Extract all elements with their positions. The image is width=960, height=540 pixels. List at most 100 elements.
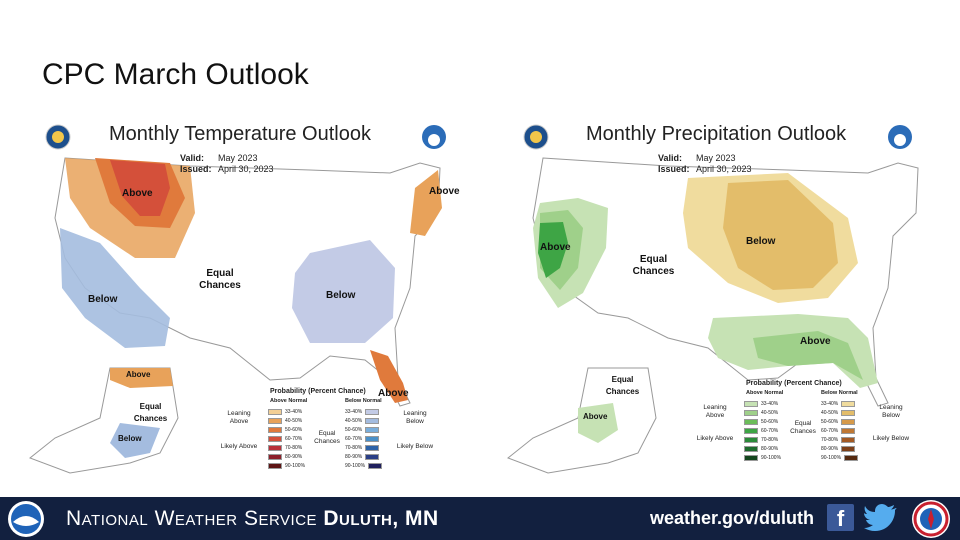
legend-swatch: [841, 400, 856, 407]
legend-above-row: 33-40%: [268, 408, 302, 415]
legend-swatch: [365, 426, 380, 433]
region-label-above-se: Above: [800, 336, 831, 347]
legend-bin-label: 50-60%: [761, 418, 779, 425]
legend-above-head: Above Normal: [270, 398, 308, 404]
legend-below-row: 40-50%: [821, 409, 856, 416]
temperature-map: [29, 124, 446, 474]
legend-likely-above: Likely Above: [696, 435, 734, 442]
legend-title: Probability (Percent Chance): [746, 380, 842, 387]
above-florida-region: [370, 350, 408, 403]
region-label-below-ak: Below: [118, 434, 142, 443]
legend-bin-label: 50-60%: [285, 426, 303, 433]
above-northeast-region: [410, 170, 442, 236]
legend-swatch: [841, 427, 856, 434]
legend-swatch: [268, 444, 282, 451]
legend-swatch: [744, 454, 758, 461]
precipitation-legend: Probability (Percent Chance) Above Norma…: [696, 380, 916, 480]
legend-bin-label: 80-90%: [821, 445, 839, 452]
legend-below-row: 60-70%: [345, 435, 380, 442]
precipitation-outlook-title: Monthly Precipitation Outlook: [586, 123, 847, 145]
legend-bin-label: 40-50%: [345, 417, 363, 424]
region-label-equal: Equal Chances: [632, 254, 675, 277]
legend-likely-below: Likely Below: [396, 443, 434, 450]
legend-swatch: [365, 444, 380, 451]
legend-above-row: 50-60%: [268, 426, 302, 433]
precipitation-map: [507, 124, 919, 474]
legend-bin-label: 80-90%: [761, 445, 779, 452]
legend-swatch: [744, 418, 758, 425]
temperature-outlook-title: Monthly Temperature Outlook: [109, 123, 371, 145]
legend-below-row: 50-60%: [345, 426, 380, 433]
legend-swatch: [744, 427, 758, 434]
legend-swatch: [268, 426, 282, 433]
legend-above-row: 70-80%: [268, 444, 302, 451]
legend-below-row: 70-80%: [345, 444, 380, 451]
legend-bin-label: 60-70%: [285, 435, 303, 442]
legend-bin-label: 80-90%: [285, 453, 303, 460]
legend-bin-label: 90-100%: [345, 462, 366, 469]
precipitation-validity: Valid: May 2023 Issued: April 30, 2023: [658, 153, 752, 174]
legend-likely-below: Likely Below: [872, 435, 910, 442]
region-label-above-fl: Above: [378, 388, 409, 399]
region-label-above-w: Above: [540, 242, 571, 253]
precipitation-outlook-panel: Monthly Precipitation Outlook Valid: May …: [488, 118, 948, 488]
legend-bin-label: 33-40%: [285, 408, 303, 415]
below-east-region: [292, 240, 395, 343]
legend-above-row: 60-70%: [744, 427, 778, 434]
legend-swatch: [268, 417, 282, 424]
legend-leaning-above: Leaning Above: [227, 410, 251, 425]
region-label-equal-ak: Equal Chances: [605, 375, 640, 396]
legend-swatch: [365, 408, 380, 415]
facebook-icon[interactable]: f: [827, 504, 854, 531]
legend-bin-label: 60-70%: [761, 427, 779, 434]
legend-bin-label: 60-70%: [821, 427, 839, 434]
legend-swatch: [365, 453, 380, 460]
legend-bin-label: 50-60%: [345, 426, 363, 433]
legend-below-row: 80-90%: [821, 445, 856, 452]
region-label-equal: Equal Chances: [199, 268, 241, 291]
legend-swatch: [368, 462, 383, 469]
region-label-above-ak: Above: [583, 412, 608, 421]
legend-bin-label: 70-80%: [821, 436, 839, 443]
region-label-below-e: Below: [326, 290, 356, 301]
legend-leaning-below: Leaning Below: [879, 404, 903, 419]
legend-above-row: 40-50%: [744, 409, 778, 416]
legend-below-row: 60-70%: [821, 427, 856, 434]
legend-bin-label: 40-50%: [821, 409, 839, 416]
temperature-validity: Valid: May 2023 Issued: April 30, 2023: [180, 153, 274, 174]
slide-title: CPC March Outlook: [42, 58, 309, 91]
legend-swatch: [841, 445, 856, 452]
legend-title: Probability (Percent Chance): [270, 388, 366, 395]
legend-bin-label: 33-40%: [345, 408, 363, 415]
legend-equal-chances: Equal Chances: [314, 430, 340, 445]
legend-bin-label: 70-80%: [345, 444, 363, 451]
legend-equal-chances: Equal Chances: [790, 420, 816, 435]
legend-bin-label: 80-90%: [345, 453, 363, 460]
footer-organization: National Weather Service Duluth, MN: [66, 507, 439, 530]
legend-leaning-below: Leaning Below: [403, 410, 427, 425]
region-label-below-mw: Below: [746, 236, 776, 247]
nws-logo-icon: [912, 500, 950, 538]
temperature-legend: Probability (Percent Chance) Above Norma…: [220, 388, 440, 483]
temperature-outlook-panel: Monthly Temperature Outlook Valid: May 20…: [10, 118, 470, 488]
footer-url-link[interactable]: weather.gov/duluth: [650, 508, 815, 528]
region-label-equal-ak: Equal Chances: [133, 402, 168, 423]
below-west-region: [60, 228, 170, 348]
legend-bin-label: 90-100%: [285, 462, 306, 469]
legend-above-row: 33-40%: [744, 400, 778, 407]
legend-bin-label: 70-80%: [761, 436, 779, 443]
legend-below-row: 33-40%: [821, 400, 856, 407]
legend-swatch: [268, 453, 282, 460]
legend-bin-label: 40-50%: [761, 409, 779, 416]
legend-above-row: 90-100%: [268, 462, 305, 469]
legend-above-row: 50-60%: [744, 418, 778, 425]
legend-bin-label: 50-60%: [821, 418, 839, 425]
legend-below-row: 90-100%: [345, 462, 383, 469]
twitter-icon[interactable]: [864, 502, 898, 534]
legend-bin-label: 90-100%: [821, 454, 842, 461]
legend-bin-label: 33-40%: [821, 400, 839, 407]
legend-swatch: [268, 435, 282, 442]
legend-above-head: Above Normal: [746, 390, 784, 396]
legend-above-row: 80-90%: [268, 453, 302, 460]
legend-above-row: 70-80%: [744, 436, 778, 443]
